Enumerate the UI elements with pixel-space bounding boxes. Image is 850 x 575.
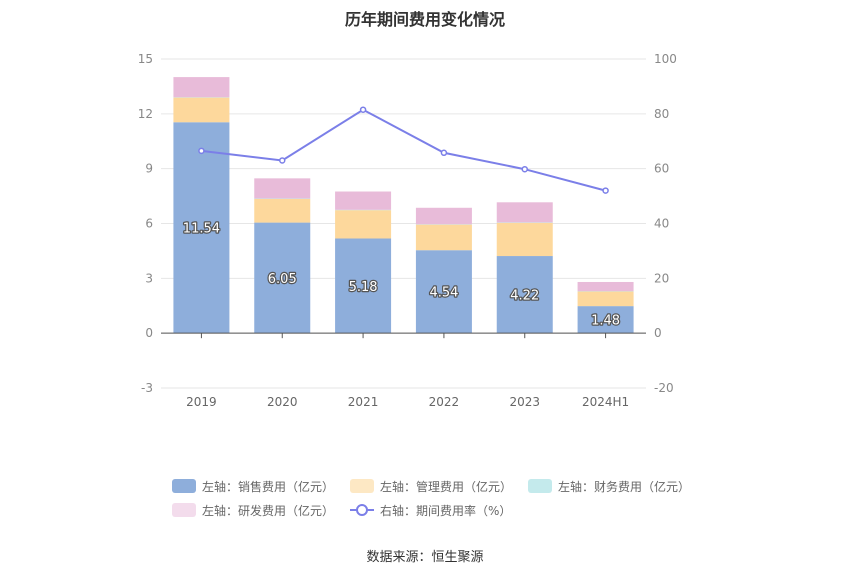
left-axis-tick-label: 9 xyxy=(145,162,153,176)
bar-data-label: 1.48 xyxy=(591,314,620,329)
bar-segment xyxy=(335,238,392,334)
chart-legend: 左轴：销售费用（亿元） 左轴：管理费用（亿元） 左轴：财务费用（亿元） 左轴：研… xyxy=(172,474,692,522)
left-axis-tick-label: 12 xyxy=(138,107,153,121)
left-axis-tick-label: 0 xyxy=(145,326,153,340)
bar-segment xyxy=(415,250,472,334)
bar-segment xyxy=(577,306,634,334)
right-axis-tick-label: 60 xyxy=(654,162,669,176)
data-source: 数据来源：恒生聚源 xyxy=(366,550,484,565)
bar-segment xyxy=(335,210,392,239)
bar-segment xyxy=(496,202,553,223)
right-axis-tick-label: 80 xyxy=(654,107,669,121)
bar-segment xyxy=(173,97,230,123)
expense-rate-line xyxy=(201,108,606,192)
expense-rate-point xyxy=(359,106,367,113)
bar-data-label: 4.22 xyxy=(510,289,539,304)
bar-segment xyxy=(577,281,634,292)
legend-label-sales: 左轴：销售费用（亿元） xyxy=(202,479,335,494)
legend-label-expense-rate: 右轴：期间费用率（%） xyxy=(380,503,512,518)
left-axis-tick-label: 15 xyxy=(138,52,153,66)
expense-rate-point xyxy=(440,149,448,157)
left-axis-tick-label: 6 xyxy=(145,217,153,231)
left-axis-tick-label: 3 xyxy=(145,271,153,285)
expense-rate-point xyxy=(279,157,286,164)
bar-segment xyxy=(496,256,553,334)
category-label: 2020 xyxy=(267,395,298,409)
right-axis-tick-label: 0 xyxy=(654,326,662,340)
legend-swatch-sales xyxy=(172,479,196,493)
right-axis-tick-label: -20 xyxy=(654,381,674,395)
category-label: 2024H1 xyxy=(582,395,629,409)
legend-label-rnd: 左轴：研发费用（亿元） xyxy=(202,503,335,518)
right-axis-tick-label: 40 xyxy=(654,217,669,231)
legend-swatch-rnd xyxy=(172,503,196,517)
bar-segment xyxy=(173,122,230,334)
bar-segment xyxy=(254,198,311,223)
right-axis-tick-label: 20 xyxy=(654,271,669,285)
bar-segment xyxy=(173,77,230,98)
legend-swatch-expense-rate xyxy=(350,503,375,517)
category-label: 2022 xyxy=(429,395,460,409)
category-label: 2023 xyxy=(509,395,540,409)
legend-item-finance[interactable]: 左轴：财务费用（亿元） xyxy=(528,478,690,495)
category-label: 2019 xyxy=(186,395,217,409)
bar-segment xyxy=(335,191,392,210)
bar-segment xyxy=(415,224,472,251)
legend-item-sales[interactable]: 左轴：销售费用（亿元） xyxy=(172,478,334,495)
legend-swatch-admin xyxy=(350,479,375,493)
bar-data-label: 6.05 xyxy=(268,272,297,287)
bar-segment xyxy=(254,178,311,199)
legend-label-finance: 左轴：财务费用（亿元） xyxy=(558,479,691,494)
bar-data-label: 4.54 xyxy=(429,286,458,301)
expense-rate-point xyxy=(521,165,528,173)
legend-item-expense-rate[interactable]: 右轴：期间费用率（%） xyxy=(350,502,511,519)
chart-title: 历年期间费用变化情况 xyxy=(344,10,505,29)
legend-swatch-finance xyxy=(528,479,553,493)
bar-data-label: 11.54 xyxy=(183,222,220,237)
left-axis-tick-label: -3 xyxy=(141,381,153,395)
category-label: 2021 xyxy=(348,395,379,409)
legend-item-rnd[interactable]: 左轴：研发费用（亿元） xyxy=(172,502,334,519)
legend-label-admin: 左轴：管理费用（亿元） xyxy=(380,479,513,494)
legend-item-admin[interactable]: 左轴：管理费用（亿元） xyxy=(350,478,512,495)
bar-segment xyxy=(254,222,311,334)
bar-segment xyxy=(415,207,472,225)
right-axis-tick-label: 100 xyxy=(654,52,677,66)
expense-rate-point xyxy=(198,147,205,155)
bar-data-label: 5.18 xyxy=(349,280,378,295)
bar-segment xyxy=(577,291,634,307)
bar-segment xyxy=(496,222,553,257)
expense-rate-point xyxy=(602,187,609,194)
